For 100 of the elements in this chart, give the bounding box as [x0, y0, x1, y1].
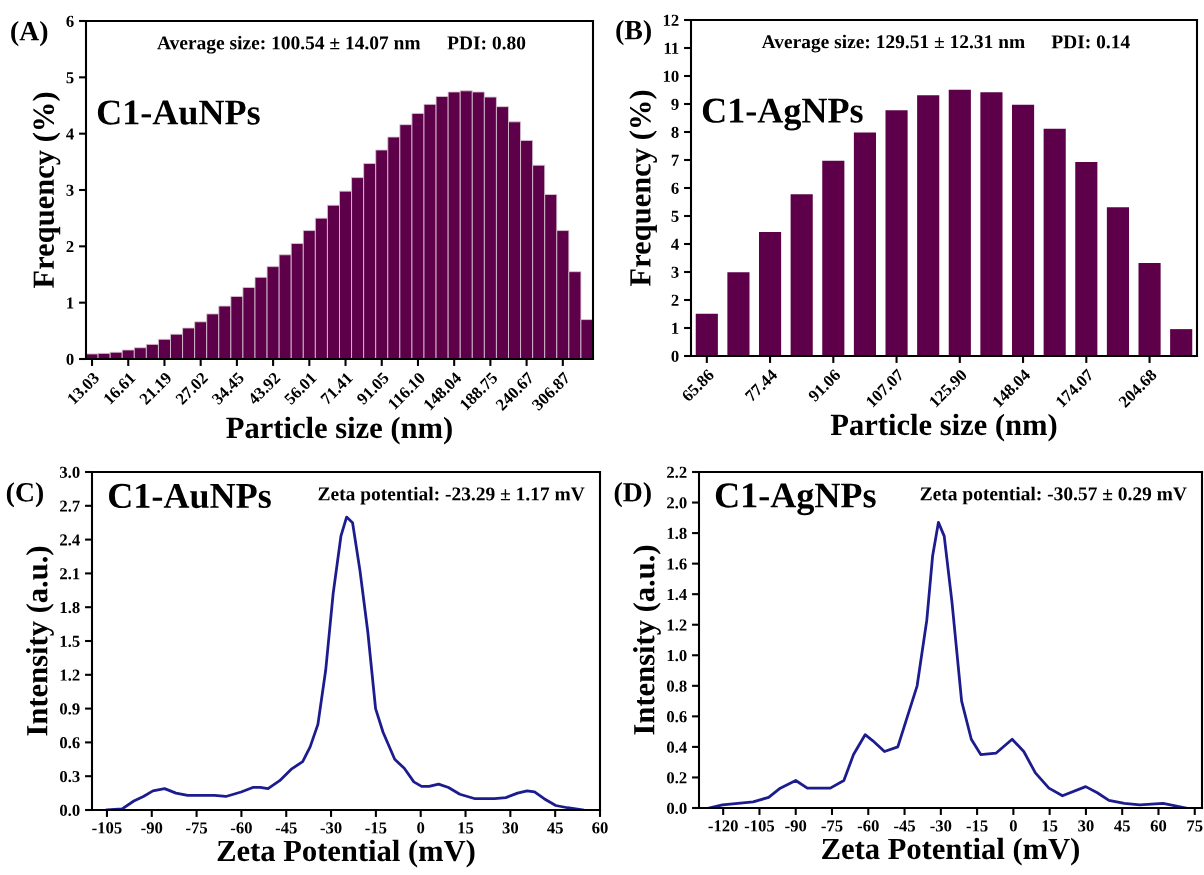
- bar: [980, 92, 1003, 356]
- bar: [917, 95, 940, 356]
- y-tick-label: 6: [66, 15, 74, 27]
- annotation: C1-AgNPs: [715, 483, 876, 516]
- y-tick-label: 3.0: [59, 466, 80, 479]
- y-tick-label: 1.8: [667, 527, 687, 540]
- y-tick-label: 5: [671, 210, 679, 222]
- y-tick-label: 0.2: [667, 772, 687, 784]
- y-tick-label: 10: [663, 70, 679, 82]
- y-axis-title: Frequency (%): [32, 92, 61, 289]
- y-axis-title: Intensity (a.u.): [633, 545, 661, 735]
- text: (A): [11, 21, 48, 47]
- bar: [727, 272, 750, 356]
- y-tick-label: 0.8: [667, 680, 687, 692]
- y-tick-label: 8: [671, 126, 679, 138]
- y-tick-label: 5: [66, 72, 74, 84]
- x-axis-title: Zeta Potential (mV): [217, 839, 475, 868]
- annotation: C1-AuNPs: [109, 483, 271, 509]
- x-axis-title: Zeta Potential (mV): [822, 837, 1079, 866]
- x-tick-label: 15: [1042, 820, 1058, 832]
- bar: [790, 194, 813, 356]
- y-tick-label: 0.0: [60, 804, 80, 817]
- y-tick-label: 1.0: [667, 649, 687, 662]
- x-tick-label: 30: [502, 822, 519, 834]
- y-tick-label: 1: [67, 297, 74, 309]
- x-tick-label: -75: [186, 822, 208, 834]
- y-tick-label: 1.6: [667, 558, 687, 570]
- x-tick-label: -15: [365, 822, 387, 834]
- y-tick-label: 7: [671, 154, 679, 166]
- y-tick-label: 2.4: [60, 534, 80, 546]
- bar: [885, 110, 908, 356]
- annotation: Average size: 100.54 ± 14.07 nm: [157, 35, 421, 54]
- x-tick-label: -90: [141, 822, 163, 834]
- bar: [1170, 329, 1193, 356]
- y-tick-label: 2: [66, 241, 74, 253]
- y-tick-label: 12: [663, 14, 679, 26]
- x-tick-label: -105: [744, 820, 775, 832]
- x-tick-label: 60: [592, 822, 608, 834]
- bar: [1075, 161, 1098, 356]
- y-tick-label: 0: [671, 350, 679, 362]
- bar: [758, 231, 782, 356]
- annotation: PDI: 0.14: [1051, 35, 1130, 49]
- x-tick-label: -30: [930, 820, 952, 832]
- annotation: C1-AgNPs: [702, 98, 863, 131]
- y-tick-label: 1: [672, 322, 679, 334]
- x-tick-label: 15: [458, 822, 474, 834]
- y-axis-title: Frequency (%): [629, 90, 657, 287]
- y-tick-label: 0.4: [667, 741, 687, 753]
- x-tick-label: 30: [1078, 820, 1094, 832]
- x-tick-label: 45: [1114, 820, 1130, 832]
- annotation: PDI: 0.80: [447, 36, 526, 50]
- x-tick-label: -60: [857, 820, 879, 832]
- annotation: Zeta potential: -23.29 ± 1.17 mV: [318, 486, 585, 505]
- bar: [1043, 128, 1066, 356]
- bar: [948, 89, 971, 356]
- y-tick-label: 1.2: [60, 669, 80, 681]
- y-tick-label: 2.2: [667, 466, 687, 479]
- x-tick-label: 60: [1150, 820, 1167, 832]
- x-tick-label: -90: [785, 820, 807, 832]
- bar: [1138, 263, 1161, 356]
- y-tick-label: 0.6: [667, 711, 687, 723]
- y-tick-label: 0.6: [60, 737, 80, 749]
- annotation: C1-AuNPs: [97, 100, 260, 125]
- y-tick-label: 0.0: [667, 802, 687, 815]
- bar: [822, 160, 845, 356]
- x-tick-label: 75: [1187, 820, 1203, 832]
- y-axis-title: Intensity (a.u.): [26, 546, 54, 736]
- y-tick-label: 2.1: [60, 568, 80, 580]
- x-tick-label: -30: [320, 822, 342, 834]
- x-axis-title: Particle size (nm): [830, 413, 1057, 442]
- line-series: [707, 521, 1188, 808]
- y-tick-label: 0.3: [60, 770, 80, 783]
- x-axis-title: Particle size (nm): [226, 416, 452, 445]
- x-tick-label: 0: [417, 822, 425, 834]
- x-tick-label: -45: [894, 820, 916, 832]
- y-tick-label: 9: [671, 98, 679, 110]
- y-tick-label: 0.9: [60, 703, 80, 715]
- text: (C): [6, 482, 43, 508]
- y-tick-label: 11: [664, 42, 679, 54]
- bar: [1011, 104, 1035, 356]
- x-tick-label: -75: [821, 820, 843, 832]
- annotation: Zeta potential: -30.57 ± 0.29 mV: [920, 486, 1187, 505]
- x-tick-label: 45: [547, 822, 563, 834]
- x-tick-label: 0: [1009, 820, 1017, 832]
- x-tick-label: -45: [275, 822, 297, 834]
- y-tick-label: 1.8: [60, 601, 80, 614]
- y-tick-label: 2: [671, 294, 679, 306]
- annotation: Average size: 129.51 ± 12.31 nm: [761, 34, 1025, 53]
- bar: [695, 313, 718, 356]
- bar: [1106, 207, 1130, 356]
- text: (B): [616, 20, 651, 46]
- y-tick-label: 1.4: [667, 588, 687, 601]
- y-tick-label: 2.7: [60, 500, 80, 512]
- x-tick-label: -105: [92, 822, 122, 834]
- y-tick-label: 6: [671, 182, 679, 194]
- x-tick-label: -15: [966, 820, 988, 832]
- x-tick-label: -60: [230, 822, 252, 834]
- y-tick-label: 2.0: [667, 497, 687, 509]
- y-tick-label: 4: [671, 238, 679, 250]
- bar: [853, 132, 877, 356]
